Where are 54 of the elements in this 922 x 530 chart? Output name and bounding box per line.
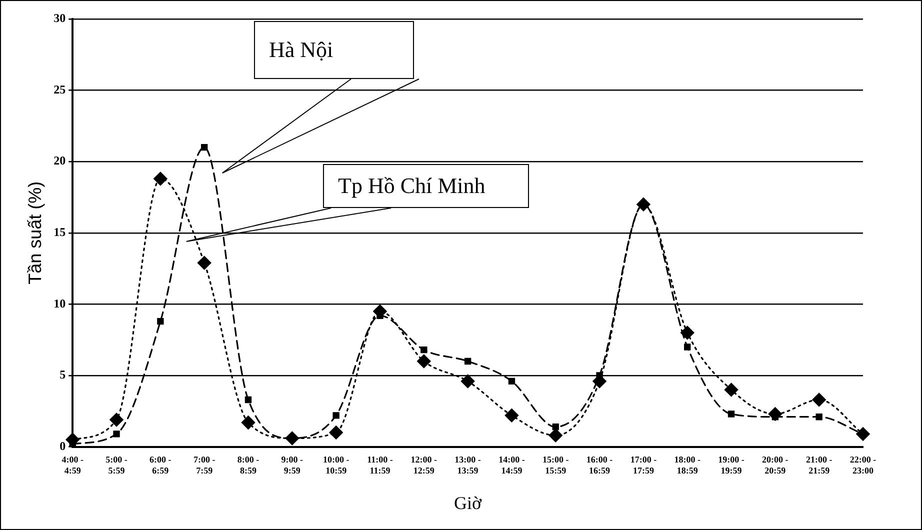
point [816,414,822,420]
point [684,344,691,350]
x-tick-label: 11:00 - 11:59 [367,454,393,476]
point [464,358,472,365]
x-tick-label: 9:00 - 9:59 [281,454,304,476]
x-tick-label: 16:00 - 16:59 [586,454,613,476]
x-tick-label: 18:00 - 18:59 [674,454,700,476]
point [200,144,208,151]
point [157,318,164,325]
point [548,428,562,442]
text: Hà Nội [254,21,414,79]
x-tick-label: 22:00 - 23:00 [850,454,876,476]
x-tick-label: 21:00 - 21:59 [806,454,832,476]
x-axis-title: Giờ [454,492,482,513]
x-tick-label: 13:00 - 13:59 [454,454,481,476]
point [329,426,343,440]
point [198,256,212,270]
y-tick-label: 5 [60,368,66,382]
point [504,408,519,422]
point [113,430,120,438]
x-tick-label: 17:00 - 17:59 [630,454,657,476]
x-tick-label: 14:00 - 14:59 [498,454,525,476]
point [244,396,252,404]
point [332,412,340,419]
point [461,374,475,388]
x-tick-label: 15:00 - 15:59 [542,454,569,476]
x-tick-label: 8:00 - 8:59 [237,454,260,476]
x-tick-label: 4:00 - 4:59 [62,454,84,476]
point [154,172,168,186]
y-tick-label: 15 [54,224,66,239]
y-tick-label: 0 [60,438,66,453]
y-tick-label: 25 [54,82,66,96]
point [680,326,694,340]
x-tick-label: 7:00 - 7:59 [193,454,216,476]
point [552,423,559,430]
x-tick-label: 6:00 - 6:59 [150,454,172,476]
point [417,354,431,368]
y-tick-label: 20 [54,154,66,168]
y-tick-label: 10 [54,296,66,310]
x-tick-label: 10:00 - 10:59 [322,454,350,476]
point [728,410,735,418]
point [241,416,256,430]
y-tick-label: 30 [54,11,66,26]
point [812,392,826,407]
y-axis-title: Tần suất (%) [24,181,45,284]
point [508,378,516,385]
x-tick-label: 20:00 - 20:59 [762,454,788,476]
x-tick-label: 19:00 - 19:59 [718,454,744,476]
point [724,382,738,397]
point [110,412,124,427]
x-tick-label: 5:00 - 5:59 [106,454,128,476]
x-tick-label: 12:00 - 12:59 [410,454,438,476]
text: Tp Hồ Chí Minh [323,164,529,208]
point [420,346,428,354]
